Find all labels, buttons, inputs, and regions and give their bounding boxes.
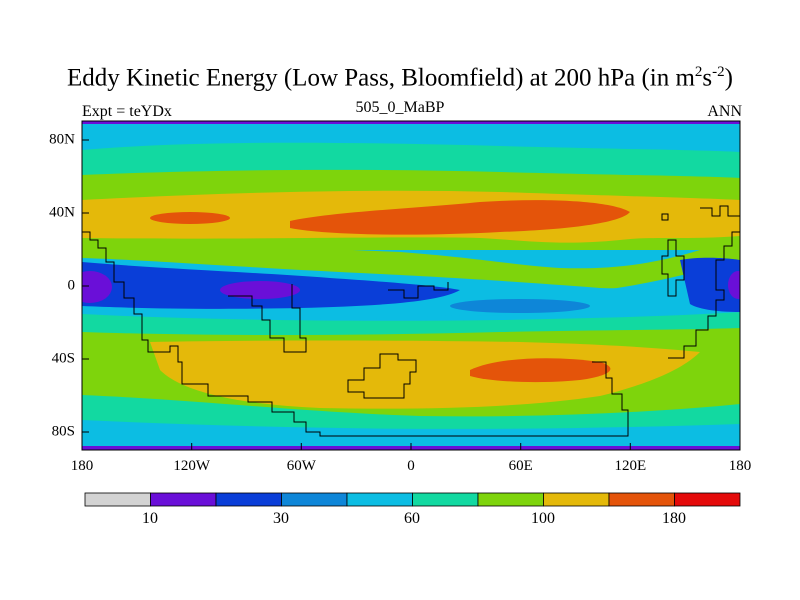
colorbar-box <box>674 492 741 507</box>
band-purple-center <box>220 281 300 299</box>
colorbar-box <box>412 492 479 507</box>
band-purple-east <box>728 271 740 299</box>
colorbar-box <box>543 492 610 507</box>
colorbar-box <box>150 492 217 507</box>
land-boundaries <box>82 205 740 437</box>
colorbar-label: 100 <box>531 510 555 527</box>
band-purple-north-edge <box>82 121 740 124</box>
y-tick-label: 80S <box>51 423 75 440</box>
axis-ticks <box>81 139 741 450</box>
x-tick-label: 60W <box>286 458 316 474</box>
band-orange-north-a <box>150 212 230 224</box>
season-label: ANN <box>707 103 742 120</box>
band-midblue-pacific <box>450 299 590 313</box>
x-tick-label: 180 <box>70 458 94 474</box>
plot-title: Eddy Kinetic Energy (Low Pass, Bloomfiel… <box>67 64 733 92</box>
field-map <box>82 121 740 450</box>
colorbar-box <box>84 492 151 507</box>
y-tick-label: 40S <box>51 350 75 367</box>
y-tick-label: 0 <box>67 277 76 294</box>
colorbar-label: 60 <box>404 510 420 527</box>
x-tick-label: 120W <box>173 458 211 474</box>
x-tick-label: 180 <box>728 458 752 474</box>
colorbar-box <box>281 492 348 507</box>
colorbar-box <box>346 492 413 507</box>
band-blue-east <box>680 257 740 312</box>
colorbar-label: 10 <box>142 510 158 527</box>
colorbar-label: 180 <box>662 510 686 527</box>
x-tick-label: 120E <box>614 458 647 474</box>
band-cyan-south-pole <box>82 420 740 450</box>
colorbar-box <box>215 492 282 507</box>
band-orange-north-b <box>290 200 630 235</box>
colorbar <box>84 492 741 507</box>
band-yellow-south <box>150 340 700 409</box>
x-tick-label: 60E <box>508 458 533 474</box>
run-label: 505_0_MaBP <box>355 99 445 116</box>
colorbar-box <box>477 492 544 507</box>
band-green-mid <box>82 240 740 292</box>
x-tick-label: 0 <box>407 458 415 474</box>
experiment-label: Expt = teYDx <box>82 103 172 120</box>
y-tick-label: 40N <box>49 204 75 221</box>
band-orange-south <box>470 358 611 383</box>
band-purple-west <box>82 271 112 303</box>
y-tick-label: 80N <box>49 131 75 148</box>
colorbar-label: 30 <box>273 510 289 527</box>
colorbar-box <box>608 492 675 507</box>
